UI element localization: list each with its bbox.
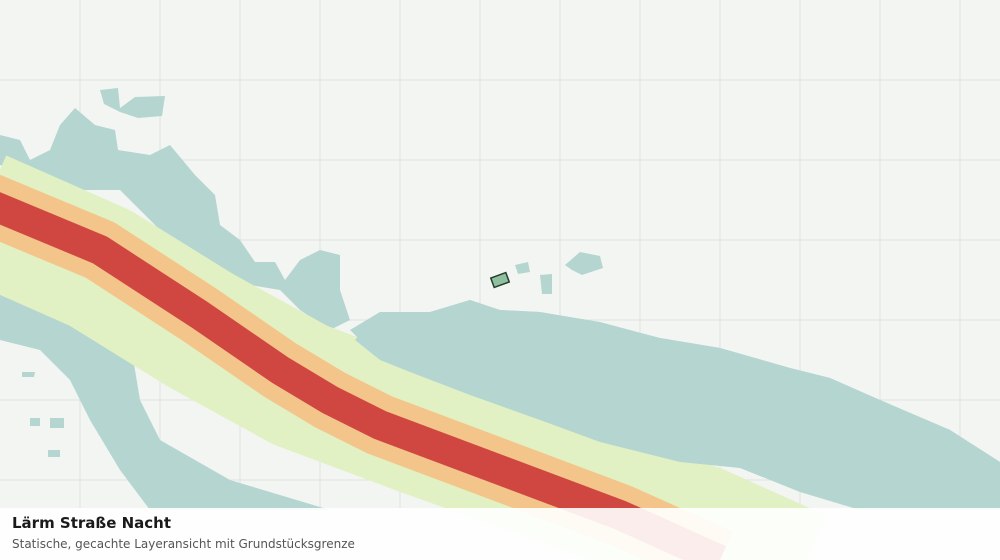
noise-band-high	[0, 192, 727, 560]
noise-area	[540, 274, 552, 294]
layer-title: Lärm Straße Nacht	[12, 514, 171, 532]
noise-area	[565, 252, 603, 275]
noise-area	[355, 300, 1000, 510]
noise-area	[0, 108, 350, 330]
layer-subtitle: Statische, gecachte Layeransicht mit Gru…	[12, 537, 355, 551]
noise-area	[100, 88, 165, 118]
info-panel	[0, 508, 1000, 560]
parcel-boundary	[489, 271, 511, 289]
noise-area	[515, 262, 530, 274]
